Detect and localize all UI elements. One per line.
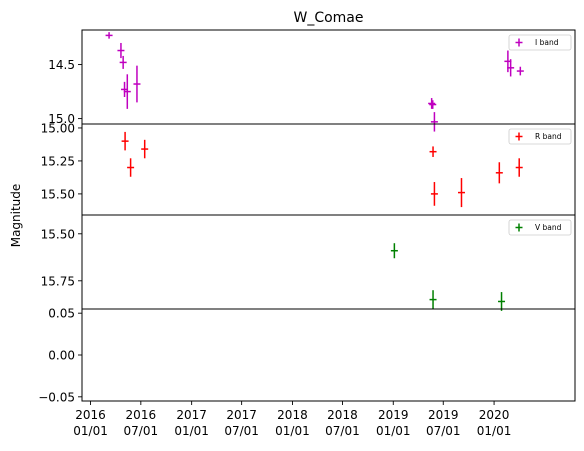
panel-v-band: 15.50 15.75 V band <box>41 214 576 311</box>
x-tick-label: 2017 07/01 <box>224 408 259 438</box>
chart-title: W_Comae <box>293 10 363 26</box>
data-point <box>516 66 524 76</box>
data-point <box>429 290 437 309</box>
data-point <box>429 100 437 109</box>
x-tick-label: 2020 01/01 <box>477 408 512 438</box>
x-tick-label: 2019 07/01 <box>426 408 461 438</box>
legend: R band <box>508 128 572 145</box>
legend-box <box>508 128 572 145</box>
data-point <box>119 55 127 69</box>
data-point <box>507 59 515 77</box>
panel-frame <box>81 123 576 216</box>
x-axis: 2016 01/01 2016 07/01 2017 01/01 2017 07/01 2018… <box>73 401 511 438</box>
data-point <box>457 178 465 208</box>
legend-label: V band <box>535 223 562 232</box>
data-point <box>428 98 436 109</box>
data-point <box>133 65 141 103</box>
data-point <box>127 158 135 177</box>
data-point <box>495 162 503 184</box>
y-tick-label: 15.0 <box>48 112 75 126</box>
y-tick-label: 15.75 <box>41 274 75 288</box>
data-point <box>121 131 129 151</box>
data-point <box>430 182 438 206</box>
y-tick-label: 0.05 <box>48 307 75 321</box>
y-axis-label: Magnitude <box>9 184 23 248</box>
data-point <box>515 158 523 177</box>
panel-frame <box>81 308 576 402</box>
legend-box <box>508 219 572 236</box>
legend-label: R band <box>535 132 562 141</box>
y-tick-label: −0.05 <box>38 390 75 404</box>
panel-r-band: 15.00 15.25 15.50 R band <box>41 121 576 216</box>
panel-frame <box>81 29 576 125</box>
y-tick-label: 15.25 <box>41 154 75 168</box>
data-point <box>430 112 438 132</box>
x-tick-label: 2018 01/01 <box>275 408 310 438</box>
x-tick-label: 2016 01/01 <box>73 408 108 438</box>
data-point <box>141 139 149 159</box>
x-tick-label: 2018 07/01 <box>325 408 360 438</box>
x-tick-label: 2019 01/01 <box>376 408 411 438</box>
legend-box <box>508 34 572 51</box>
data-point <box>117 42 125 59</box>
y-tick-label: 14.5 <box>48 58 75 72</box>
x-tick-label: 2017 01/01 <box>174 408 209 438</box>
legend: V band <box>508 219 572 236</box>
legend: I band <box>508 34 572 51</box>
y-tick-label: 15.50 <box>41 187 75 201</box>
data-point <box>105 32 113 39</box>
data-point <box>429 146 437 157</box>
y-tick-label: 0.00 <box>48 349 75 363</box>
panel-i-band: 14.5 15.0 I band <box>48 29 576 132</box>
data-point <box>498 292 506 311</box>
data-point <box>390 243 398 259</box>
panel-empty: 0.05 0.00 −0.05 <box>38 307 576 404</box>
x-tick-label: 2016 07/01 <box>124 408 159 438</box>
legend-label: I band <box>535 38 559 47</box>
y-tick-label: 15.00 <box>41 121 75 135</box>
data-point <box>123 74 131 109</box>
y-tick-label: 15.50 <box>41 227 75 241</box>
